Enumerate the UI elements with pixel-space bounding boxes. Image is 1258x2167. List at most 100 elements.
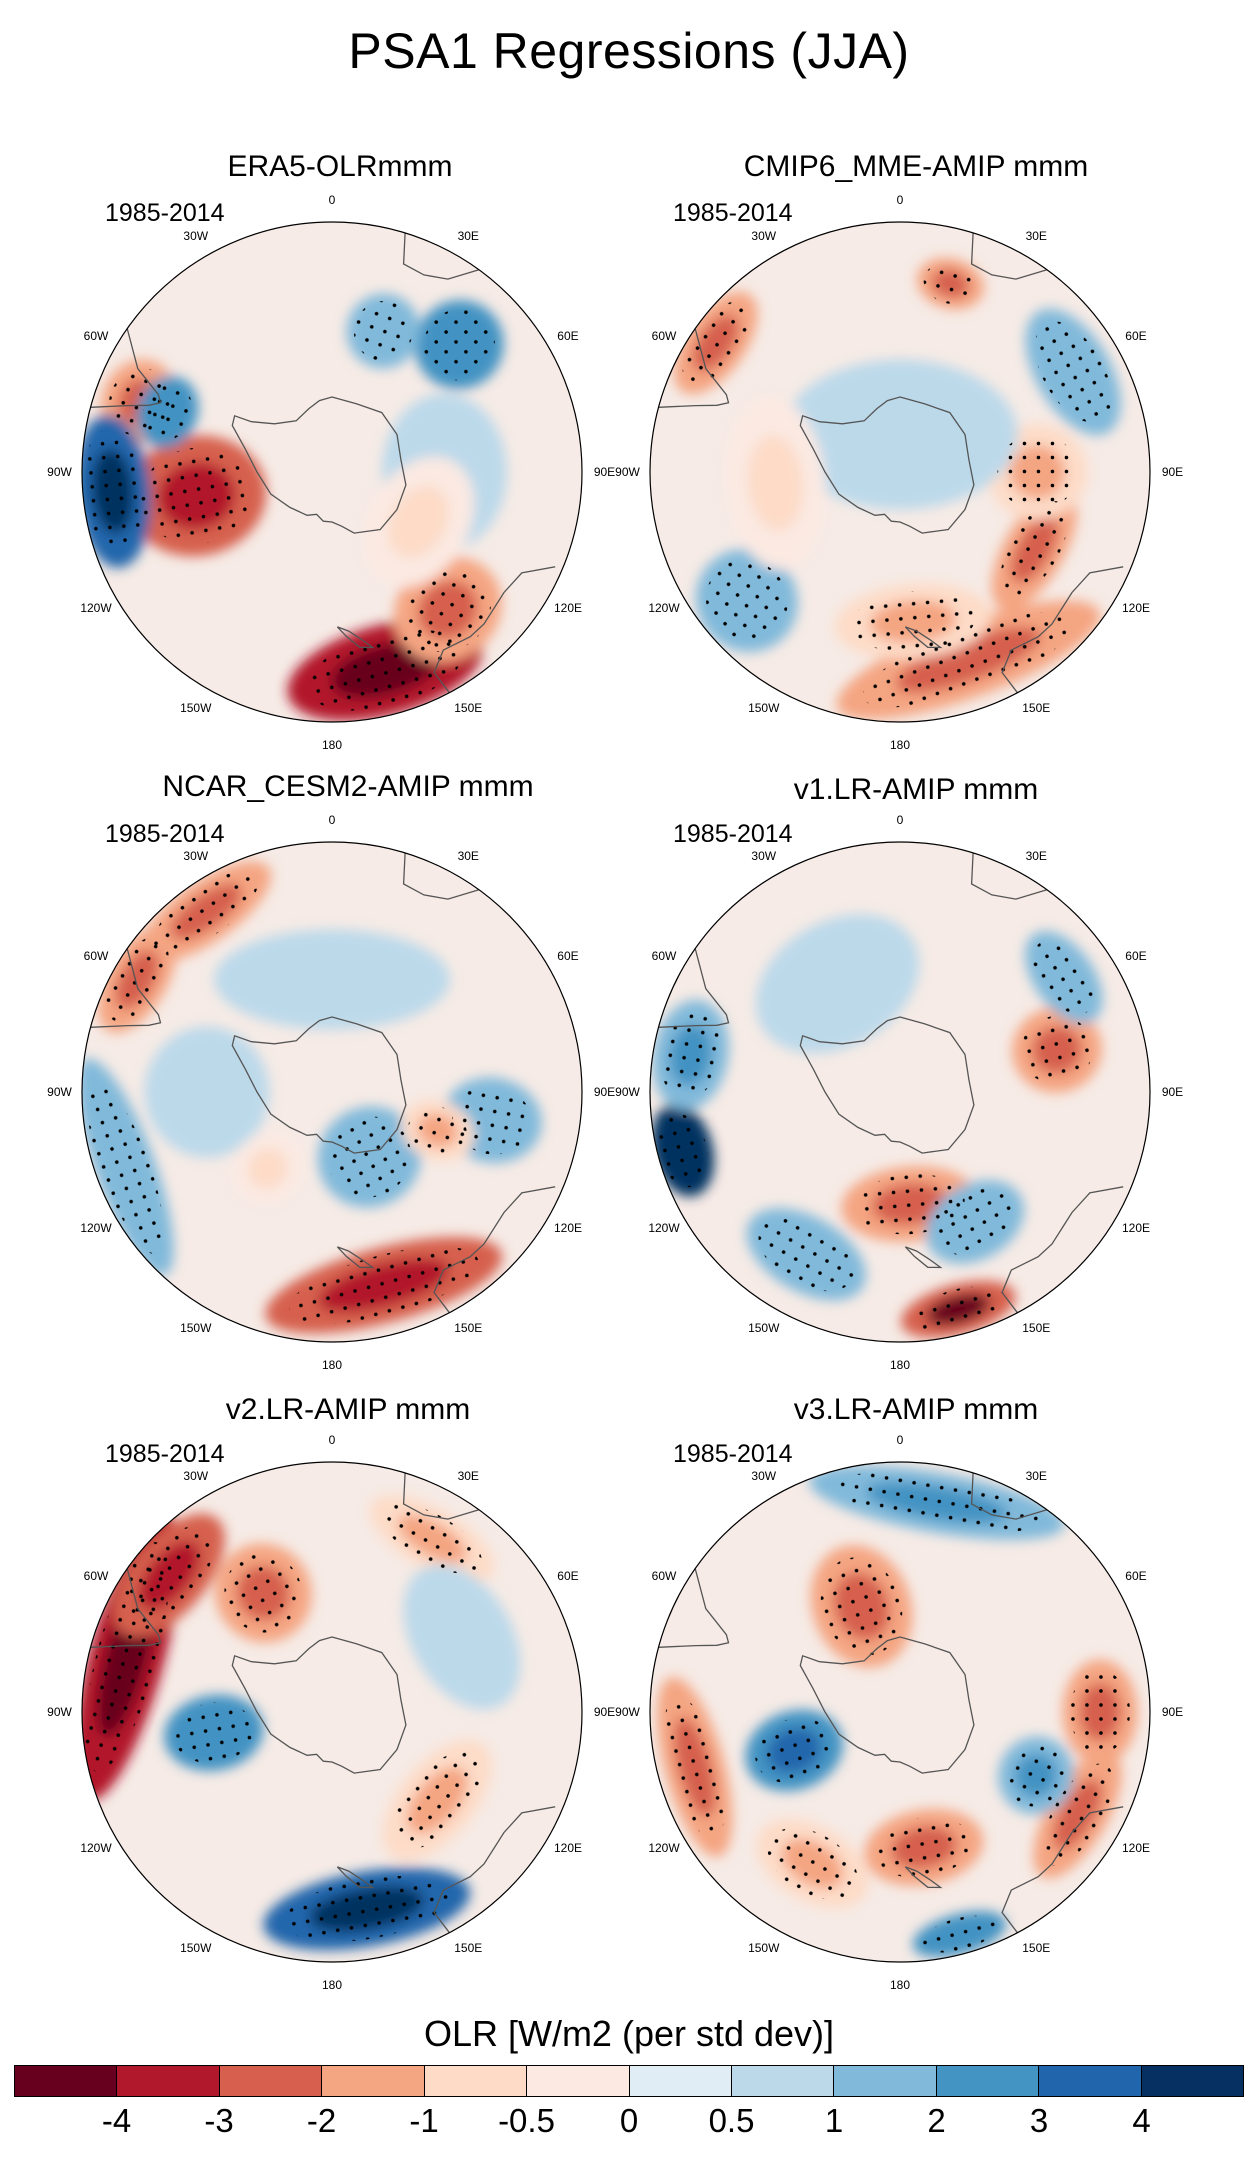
period-label-cmip6: 1985-2014 bbox=[673, 199, 793, 227]
longitude-label: 30W bbox=[183, 849, 209, 863]
south-america-coastline bbox=[658, 948, 730, 1028]
significance-stippling bbox=[912, 1286, 1005, 1333]
longitude-label: 30W bbox=[751, 1469, 777, 1483]
longitude-label: 60W bbox=[651, 328, 677, 343]
new-zealand-coastline bbox=[904, 626, 943, 649]
colorbar-swatch bbox=[629, 2066, 732, 2096]
colorbar-swatch bbox=[322, 2066, 425, 2096]
polar-map-v1-lr bbox=[649, 841, 1151, 1343]
polar-map-era5 bbox=[81, 221, 583, 723]
significance-stippling bbox=[423, 309, 495, 381]
significance-stippling bbox=[224, 1553, 303, 1633]
antarctica-coastline bbox=[231, 396, 407, 534]
longitude-label: 120W bbox=[648, 1221, 680, 1236]
longitude-label: 150W bbox=[748, 1320, 780, 1335]
colorbar bbox=[14, 2065, 1244, 2097]
colorbar-tick-label: -1 bbox=[409, 2102, 439, 2139]
australia-coastline bbox=[1001, 1806, 1124, 1934]
longitude-label: 60W bbox=[83, 328, 109, 343]
period-label-era5: 1985-2014 bbox=[105, 199, 225, 227]
period-label-v3-lr: 1985-2014 bbox=[673, 1440, 793, 1468]
longitude-label: 30E bbox=[1025, 1469, 1047, 1483]
longitude-label: 120E bbox=[553, 601, 582, 616]
australia-coastline bbox=[1001, 566, 1124, 694]
significance-stippling bbox=[82, 429, 144, 553]
anomaly-core bbox=[247, 1148, 288, 1189]
significance-stippling bbox=[850, 591, 976, 652]
anomaly-core bbox=[792, 945, 883, 1022]
south-america-coastline bbox=[90, 1568, 162, 1648]
longitude-label: 90W bbox=[47, 1705, 72, 1719]
colorbar-tick-label: -0.5 bbox=[498, 2102, 555, 2139]
longitude-label: 90E bbox=[593, 465, 616, 479]
longitude-label: 60E bbox=[1125, 328, 1147, 343]
new-zealand-coastline bbox=[904, 1246, 943, 1269]
new-zealand-coastline bbox=[336, 626, 375, 649]
map-background bbox=[82, 842, 582, 1342]
australia-coastline bbox=[433, 1186, 556, 1314]
longitude-label: 30E bbox=[457, 229, 479, 243]
antarctica-coastline bbox=[799, 1636, 975, 1774]
longitude-label: 0 bbox=[896, 812, 904, 827]
colorbar-tick-label: 0 bbox=[619, 2102, 639, 2139]
colorbar-swatch bbox=[1141, 2066, 1244, 2096]
longitude-label: 90W bbox=[615, 1085, 640, 1099]
colorbar-tick-label: 1 bbox=[824, 2102, 844, 2139]
map-border bbox=[81, 1461, 583, 1963]
africa-coastline bbox=[402, 1472, 480, 1520]
longitude-label: 60E bbox=[1125, 1568, 1147, 1583]
south-america-coastline bbox=[658, 1568, 730, 1648]
map-border bbox=[649, 1461, 1151, 1963]
longitude-label: 120E bbox=[1121, 1221, 1150, 1236]
longitude-label: 120E bbox=[1121, 1841, 1150, 1856]
longitude-label: 90E bbox=[1161, 1085, 1184, 1099]
significance-stippling bbox=[284, 1876, 450, 1942]
longitude-label: 0 bbox=[328, 1432, 336, 1447]
significance-stippling bbox=[755, 1717, 834, 1784]
longitude-label: 90W bbox=[615, 1705, 640, 1719]
period-label-ncar-cesm2: 1985-2014 bbox=[105, 820, 225, 848]
map-border bbox=[649, 221, 1151, 723]
new-zealand-coastline bbox=[904, 1866, 943, 1889]
new-zealand-coastline bbox=[336, 1246, 375, 1269]
colorbar-tick-label: -3 bbox=[204, 2102, 234, 2139]
significance-stippling bbox=[922, 1915, 997, 1953]
colorbar-tick-label: -2 bbox=[306, 2102, 337, 2139]
longitude-label: 180 bbox=[321, 737, 343, 752]
longitude-label: 150W bbox=[748, 1940, 780, 1955]
significance-stippling bbox=[353, 301, 413, 361]
longitude-label: 30E bbox=[457, 849, 479, 863]
longitude-label: 90W bbox=[615, 465, 640, 479]
significance-stippling bbox=[86, 1080, 165, 1255]
map-border bbox=[81, 841, 583, 1343]
colorbar-swatch bbox=[936, 2066, 1040, 2096]
significance-stippling bbox=[452, 1085, 532, 1155]
longitude-label: 90W bbox=[47, 1085, 72, 1099]
significance-stippling bbox=[174, 1702, 254, 1764]
anomaly-core bbox=[747, 435, 804, 531]
significance-stippling bbox=[923, 263, 978, 305]
significance-stippling bbox=[767, 1827, 858, 1900]
colorbar-swatch bbox=[527, 2066, 630, 2096]
longitude-label: 150E bbox=[1022, 1320, 1051, 1335]
longitude-label: 150W bbox=[180, 700, 212, 715]
longitude-label: 60W bbox=[83, 948, 109, 963]
antarctica-coastline bbox=[231, 1016, 407, 1154]
significance-stippling bbox=[142, 383, 193, 441]
anomaly-core bbox=[429, 1597, 495, 1677]
africa-coastline bbox=[970, 852, 1048, 900]
australia-coastline bbox=[433, 566, 556, 694]
significance-stippling bbox=[404, 567, 491, 653]
period-label-v2-lr: 1985-2014 bbox=[105, 1440, 225, 1468]
colorbar-swatch bbox=[731, 2066, 835, 2096]
longitude-label: 180 bbox=[889, 737, 911, 752]
map-border bbox=[81, 221, 583, 723]
africa-coastline bbox=[970, 232, 1048, 280]
significance-stippling bbox=[706, 559, 788, 642]
significance-stippling bbox=[758, 1217, 855, 1292]
longitude-label: 60E bbox=[557, 948, 579, 963]
africa-coastline bbox=[402, 232, 480, 280]
longitude-label: 90E bbox=[593, 1705, 616, 1719]
significance-stippling bbox=[664, 1695, 725, 1839]
